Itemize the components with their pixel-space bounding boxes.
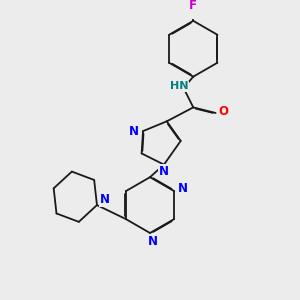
- Text: HN: HN: [170, 81, 189, 92]
- Text: O: O: [218, 105, 228, 118]
- Text: N: N: [129, 124, 139, 138]
- Text: N: N: [159, 165, 169, 178]
- Text: N: N: [178, 182, 188, 195]
- Text: F: F: [189, 0, 197, 12]
- Text: N: N: [148, 235, 158, 248]
- Text: N: N: [100, 193, 110, 206]
